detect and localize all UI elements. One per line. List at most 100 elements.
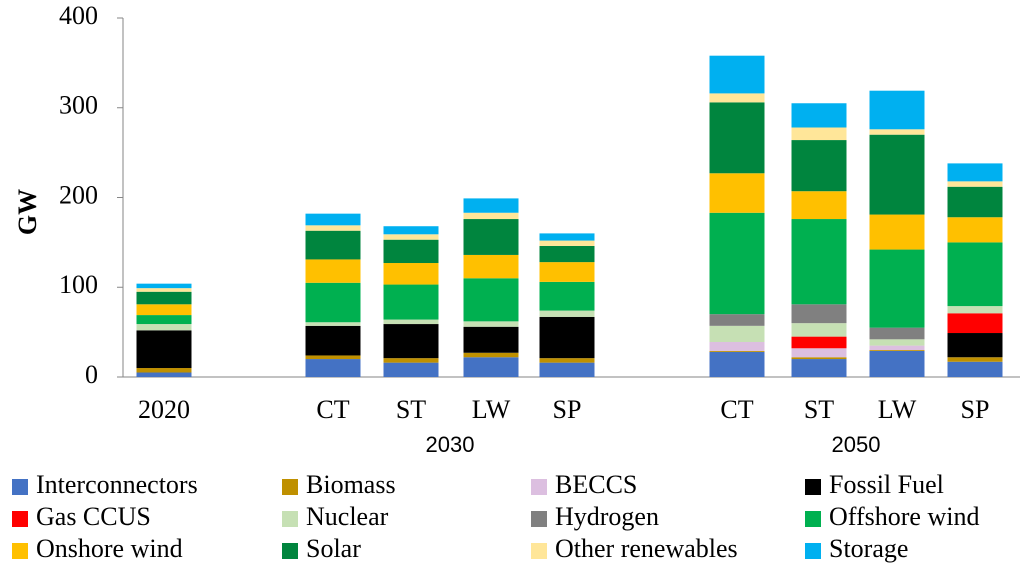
- bar-segment: [383, 324, 439, 359]
- x-tick-label: LW: [472, 395, 511, 424]
- bar-segment: [463, 219, 519, 255]
- legend-label: Nuclear: [306, 502, 389, 531]
- bar-segment: [947, 313, 1003, 334]
- bar-segment: [539, 358, 595, 363]
- legend-swatch: [531, 479, 547, 495]
- bar-segment: [709, 325, 765, 342]
- legend-swatch: [531, 511, 547, 527]
- bar-segment: [539, 233, 595, 241]
- bar-segment: [869, 339, 925, 346]
- bar-segment: [791, 357, 847, 360]
- bar-segment: [791, 140, 847, 192]
- bar-segment: [463, 278, 519, 322]
- bar-segment: [791, 127, 847, 141]
- bar-segment: [463, 357, 519, 377]
- bar-segment: [305, 213, 361, 226]
- bar-segment: [709, 212, 765, 315]
- bar-segment: [463, 212, 519, 220]
- legend-swatch: [531, 543, 547, 559]
- legend-label: Storage: [829, 534, 908, 563]
- bar-segment: [305, 259, 361, 283]
- bar-segment: [791, 304, 847, 324]
- bar-segment: [305, 359, 361, 377]
- bar-segment: [947, 186, 1003, 218]
- bar-segment: [869, 327, 925, 340]
- bar-segment: [791, 359, 847, 377]
- bar-segment: [383, 358, 439, 363]
- bar-segment: [869, 129, 925, 135]
- bar-segment: [947, 181, 1003, 187]
- legend-swatch: [282, 543, 298, 559]
- legend-label: Biomass: [306, 470, 396, 499]
- bar-segment: [791, 348, 847, 358]
- bar-segment: [539, 281, 595, 311]
- legend-swatch: [12, 511, 28, 527]
- bar-segment: [791, 191, 847, 220]
- bar-segment: [947, 306, 1003, 314]
- legend-swatch: [12, 479, 28, 495]
- bar-segment: [791, 219, 847, 305]
- legend-label: Gas CCUS: [36, 502, 151, 531]
- bar-segment: [869, 350, 925, 351]
- x-tick-label: CT: [316, 395, 349, 424]
- x-tick-label: ST: [396, 395, 426, 424]
- legend-label: Interconnectors: [36, 470, 198, 499]
- bar-segment: [709, 314, 765, 326]
- bar-segment: [383, 226, 439, 235]
- bar-segment: [947, 163, 1003, 182]
- bar-segment: [383, 234, 439, 240]
- legend-swatch: [282, 511, 298, 527]
- y-axis-label: GW: [13, 189, 42, 235]
- y-tick-label: 400: [59, 1, 98, 30]
- bar-segment: [305, 355, 361, 360]
- y-tick-label: 100: [59, 270, 98, 299]
- bar-segment: [136, 324, 192, 331]
- bar-segment: [947, 333, 1003, 358]
- bar-segment: [947, 361, 1003, 377]
- bar-segment: [869, 350, 925, 377]
- bar-segment: [539, 310, 595, 317]
- bar-segment: [383, 362, 439, 377]
- bar-segment: [869, 90, 925, 130]
- bar-segment: [136, 315, 192, 325]
- bar-segment: [463, 198, 519, 213]
- x-tick-label: ST: [804, 395, 834, 424]
- bar-segment: [539, 262, 595, 282]
- bar-segment: [383, 284, 439, 320]
- y-tick-label: 300: [59, 91, 98, 120]
- legend-label: BECCS: [555, 470, 637, 499]
- group-label: 2030: [426, 432, 475, 457]
- bar-segment: [136, 368, 192, 373]
- bar-segment: [791, 336, 847, 349]
- x-tick-label: SP: [961, 395, 990, 424]
- legend-label: Offshore wind: [829, 502, 979, 531]
- legend-label: Fossil Fuel: [829, 470, 944, 499]
- bar-segment: [869, 214, 925, 250]
- bar-segment: [383, 239, 439, 264]
- bar-segment: [709, 55, 765, 94]
- bar-segment: [136, 330, 192, 369]
- bar-segment: [709, 341, 765, 351]
- bar-segment: [709, 350, 765, 352]
- bar-segment: [463, 352, 519, 358]
- y-tick-label: 0: [85, 360, 98, 389]
- bar-segment: [947, 217, 1003, 243]
- bar-segment: [463, 254, 519, 279]
- bar-segment: [305, 325, 361, 356]
- bar-segment: [869, 134, 925, 215]
- bar-segment: [463, 321, 519, 327]
- bar-segment: [305, 225, 361, 231]
- x-tick-label: LW: [878, 395, 917, 424]
- bar-segment: [947, 242, 1003, 307]
- y-tick-label: 200: [59, 180, 98, 209]
- legend-label: Solar: [306, 534, 361, 563]
- bar-segment: [305, 282, 361, 323]
- bar-segment: [136, 372, 192, 377]
- bar-segment: [136, 304, 192, 316]
- bar-segment: [383, 319, 439, 325]
- bar-segment: [136, 288, 192, 292]
- bar-segment: [709, 173, 765, 213]
- legend-swatch: [805, 543, 821, 559]
- bar-segment: [791, 323, 847, 337]
